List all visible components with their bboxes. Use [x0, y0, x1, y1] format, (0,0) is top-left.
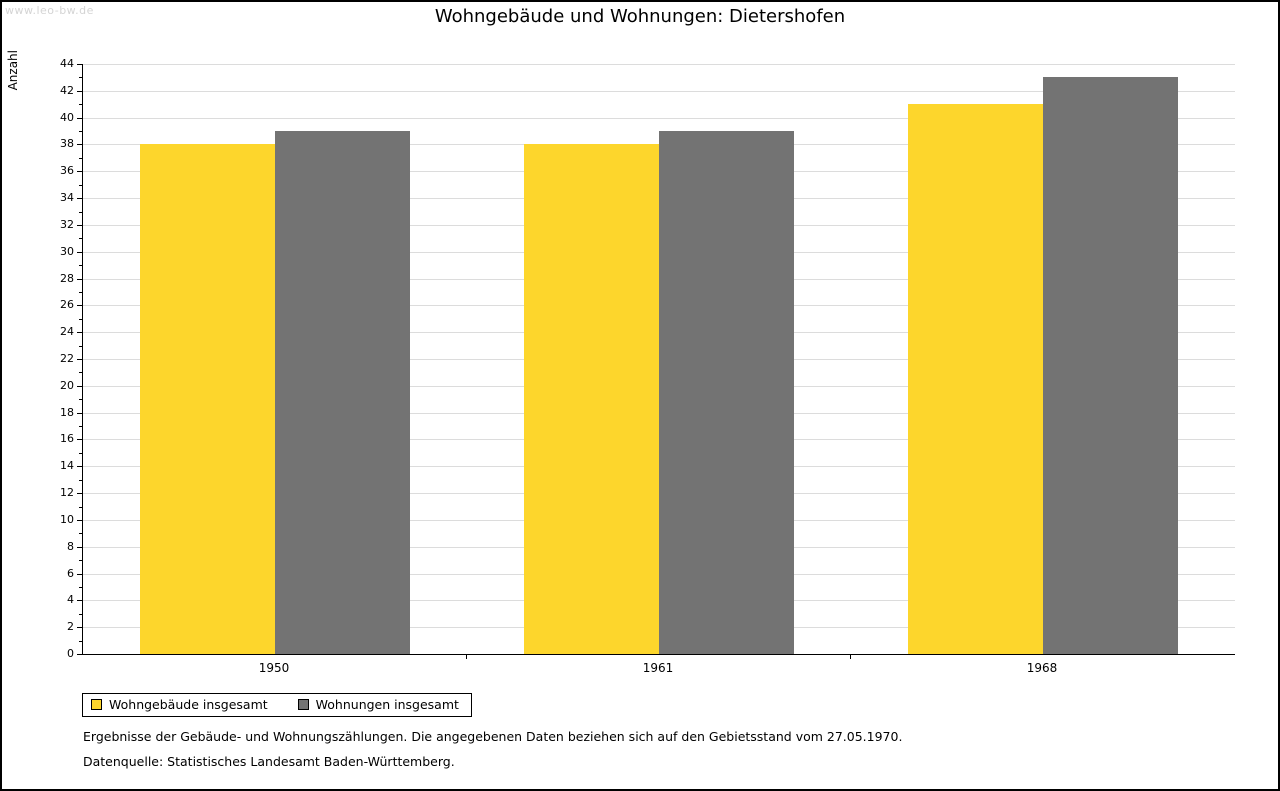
x-category-label: 1961 — [642, 661, 674, 675]
y-axis-tick — [77, 439, 82, 441]
y-axis-minor-tick — [79, 586, 82, 588]
y-tick-label: 12 — [60, 486, 74, 500]
y-tick-label: 2 — [67, 620, 74, 634]
y-axis-tick — [77, 278, 82, 280]
x-axis-tick — [850, 655, 851, 659]
chart-title: Wohngebäude und Wohnungen: Dietershofen — [434, 6, 846, 27]
y-axis-label: Anzahl — [6, 50, 20, 91]
y-axis-minor-tick — [79, 104, 82, 106]
y-tick-label: 38 — [60, 137, 74, 151]
bar-1950-series-1 — [275, 131, 410, 654]
legend-swatch-icon — [91, 699, 102, 710]
y-axis-minor-tick — [79, 372, 82, 374]
y-axis-tick — [77, 251, 82, 253]
y-axis-tick — [77, 546, 82, 548]
legend-label: Wohngebäude insgesamt — [109, 697, 268, 712]
y-tick-label: 20 — [60, 378, 74, 392]
legend-item-0: Wohngebäude insgesamt — [91, 697, 268, 712]
legend-label: Wohnungen insgesamt — [315, 697, 459, 712]
y-axis-minor-tick — [79, 77, 82, 79]
y-axis-minor-tick — [79, 452, 82, 454]
y-tick-label: 28 — [60, 271, 74, 285]
y-axis-tick — [77, 90, 82, 92]
y-tick-label: 10 — [60, 512, 74, 526]
bar-1968-series-0 — [908, 104, 1043, 654]
y-axis-tick — [77, 385, 82, 387]
y-tick-label: 4 — [67, 593, 74, 607]
y-tick-label: 22 — [60, 352, 74, 365]
y-tick-label: 18 — [60, 405, 74, 419]
y-axis-minor-tick — [79, 479, 82, 481]
y-tick-label: 32 — [60, 217, 74, 231]
legend: Wohngebäude insgesamt Wohnungen insgesamt — [82, 693, 472, 717]
x-category-label: 1950 — [258, 661, 290, 675]
y-axis-minor-tick — [79, 131, 82, 133]
y-axis-tick — [77, 654, 82, 655]
gridline — [83, 90, 1235, 92]
y-axis-minor-tick — [79, 291, 82, 293]
y-axis-minor-tick — [79, 533, 82, 535]
y-tick-label: 26 — [60, 298, 74, 312]
y-axis-minor-tick — [79, 265, 82, 267]
y-axis-tick — [77, 64, 82, 65]
legend-item-1: Wohnungen insgesamt — [297, 697, 459, 712]
x-axis-tick — [466, 655, 467, 659]
y-axis-minor-tick — [79, 238, 82, 240]
footnote: Ergebnisse der Gebäude- und Wohnungszähl… — [83, 729, 903, 744]
y-axis-minor-tick — [79, 426, 82, 428]
y-axis-tick — [77, 117, 82, 119]
y-axis-tick — [77, 573, 82, 575]
y-axis-tick — [77, 224, 82, 226]
y-tick-label: 0 — [67, 647, 74, 660]
y-axis-tick — [77, 412, 82, 414]
y-axis-minor-tick — [79, 157, 82, 159]
y-axis-tick — [77, 359, 82, 360]
y-axis-minor-tick — [79, 318, 82, 320]
y-tick-label: 36 — [60, 164, 74, 178]
y-axis-tick — [77, 144, 82, 146]
plot-area — [82, 64, 1235, 655]
y-axis-minor-tick — [79, 345, 82, 347]
y-axis-minor-tick — [79, 640, 82, 642]
x-category-label: 1968 — [1026, 661, 1058, 675]
y-axis-minor-tick — [79, 211, 82, 213]
y-axis-minor-tick — [79, 184, 82, 186]
y-axis-tick — [77, 493, 82, 495]
y-axis-minor-tick — [79, 560, 82, 562]
y-axis-tick — [77, 332, 82, 334]
y-axis-tick — [77, 466, 82, 468]
y-axis-tick — [77, 198, 82, 200]
bar-1961-series-0 — [524, 144, 659, 654]
y-tick-label: 40 — [60, 110, 74, 124]
y-tick-label: 30 — [60, 244, 74, 258]
y-tick-label: 8 — [67, 539, 74, 553]
y-axis-minor-tick — [79, 506, 82, 508]
y-tick-label: 42 — [60, 83, 74, 97]
y-axis-tick — [77, 600, 82, 602]
data-source: Datenquelle: Statistisches Landesamt Bad… — [83, 754, 455, 769]
y-axis-tick — [77, 519, 82, 521]
y-axis-tick — [77, 305, 82, 307]
bar-1950-series-0 — [140, 144, 275, 654]
y-tick-label: 6 — [67, 566, 74, 580]
y-tick-label: 34 — [60, 191, 74, 205]
y-tick-label: 16 — [60, 432, 74, 446]
watermark: www.leo-bw.de — [5, 4, 94, 17]
bar-1961-series-1 — [659, 131, 794, 654]
y-tick-label: 44 — [60, 57, 74, 70]
y-axis-tick — [77, 171, 82, 173]
y-axis-tick — [77, 627, 82, 629]
legend-swatch-icon — [297, 699, 309, 710]
y-tick-label: 14 — [60, 459, 74, 473]
y-axis-minor-tick — [79, 399, 82, 401]
y-axis-minor-tick — [79, 613, 82, 615]
y-tick-label: 24 — [60, 325, 74, 339]
gridline — [83, 64, 1235, 65]
bar-1968-series-1 — [1043, 77, 1178, 654]
gridline — [83, 117, 1235, 119]
